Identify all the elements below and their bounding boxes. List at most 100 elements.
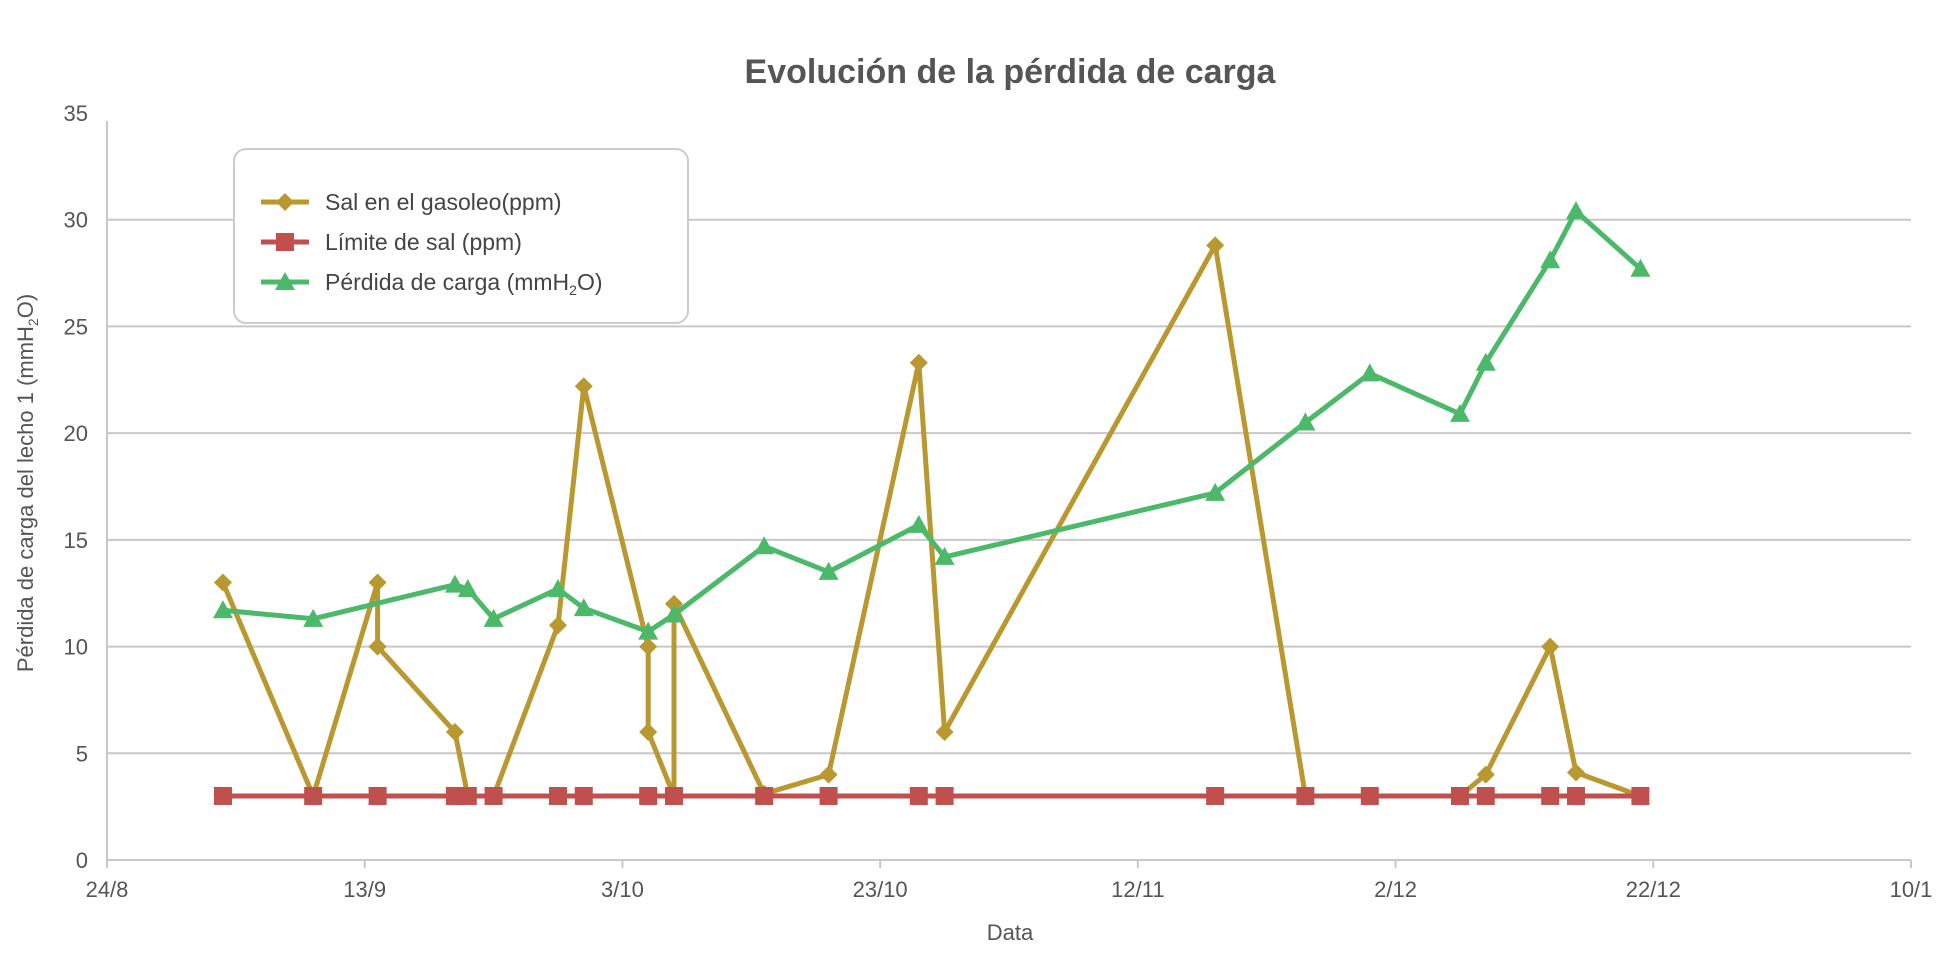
data-point — [663, 604, 684, 623]
data-point — [303, 608, 324, 627]
y-axis-label: Pérdida de carga del lecho 1 (mmH2O) — [13, 294, 41, 672]
y-tick-label: 25 — [64, 314, 88, 339]
x-tick-label: 10/1 — [1890, 877, 1933, 902]
data-point — [819, 765, 838, 784]
data-point — [304, 786, 323, 805]
data-point — [1541, 786, 1560, 805]
data-point — [574, 786, 593, 805]
data-point — [639, 637, 658, 656]
series-square — [213, 786, 1650, 805]
data-point — [444, 574, 465, 593]
chart-title: Evolución de la pérdida de carga — [745, 53, 1277, 91]
legend-swatch-marker — [275, 272, 295, 290]
x-tick-label: 13/9 — [343, 877, 386, 902]
data-point — [1206, 786, 1225, 805]
legend-box — [233, 148, 689, 324]
data-point — [549, 786, 567, 805]
data-point — [639, 786, 658, 805]
legend-label: Sal en el gasoleo(ppm) — [325, 189, 562, 215]
x-tick-label: 12/11 — [1111, 877, 1164, 902]
legend-label-main: Sal en el gasoleo(ppm) — [325, 189, 562, 215]
legend-label-end: O) — [577, 269, 603, 295]
data-point — [1206, 236, 1225, 255]
data-point — [445, 722, 464, 741]
legend-item: Pérdida de carga (mmH2O) — [261, 269, 603, 298]
data-point — [755, 786, 774, 805]
legend-label-main: Pérdida de carga (mmH — [325, 269, 569, 295]
data-point — [1565, 201, 1586, 220]
data-point — [934, 546, 955, 565]
y-axis-label-main: Pérdida de carga del lecho 1 (mmH — [13, 326, 38, 672]
data-point — [458, 786, 477, 805]
series-triangle — [212, 201, 1651, 640]
data-point — [484, 786, 503, 805]
data-point — [1476, 765, 1495, 784]
y-tick-label: 5 — [76, 741, 88, 766]
data-point — [1540, 250, 1561, 269]
data-point — [1475, 352, 1496, 371]
data-point — [1630, 258, 1651, 277]
y-axis-label-sub: 2 — [25, 318, 41, 326]
x-tick-label: 22/12 — [1626, 877, 1681, 902]
x-tick-label: 23/10 — [853, 877, 908, 902]
data-point — [548, 578, 568, 597]
data-point — [909, 786, 928, 805]
data-point — [213, 573, 232, 592]
data-point — [368, 637, 387, 656]
data-point — [1566, 763, 1585, 782]
y-tick-label: 15 — [64, 528, 88, 553]
data-point — [1450, 403, 1470, 422]
data-point — [212, 600, 233, 619]
data-point — [818, 561, 839, 580]
x-tick-label: 2/12 — [1374, 877, 1417, 902]
legend-label-main: Límite de sal (ppm) — [325, 229, 522, 255]
legend-item: Límite de sal (ppm) — [261, 229, 522, 255]
data-point — [1295, 412, 1316, 431]
data-point — [573, 598, 594, 617]
data-point — [1541, 637, 1560, 656]
x-axis-label: Data — [987, 920, 1034, 945]
data-point — [1296, 786, 1315, 805]
data-point — [664, 786, 683, 805]
data-point — [909, 353, 928, 372]
data-point — [368, 573, 387, 592]
data-point — [1359, 363, 1380, 382]
data-point — [1476, 786, 1495, 805]
data-point — [935, 786, 954, 805]
legend-label: Límite de sal (ppm) — [325, 229, 522, 255]
legend-swatch-marker — [276, 193, 294, 211]
y-tick-label: 20 — [64, 421, 88, 446]
series-line — [220, 242, 1643, 799]
data-point — [638, 621, 659, 640]
legend-item: Sal en el gasoleo(ppm) — [261, 189, 562, 215]
y-tick-label: 0 — [76, 848, 88, 873]
y-tick-label: 35 — [64, 101, 88, 126]
y-tick-label: 10 — [64, 635, 88, 660]
legend-swatch-marker — [276, 233, 294, 251]
legend-label: Pérdida de carga (mmH2O) — [325, 269, 603, 298]
data-point — [213, 786, 232, 805]
data-point — [1360, 786, 1379, 805]
data-point — [483, 608, 504, 627]
data-point — [368, 786, 387, 805]
data-point — [457, 578, 478, 597]
data-point — [1205, 482, 1226, 501]
series-group — [212, 201, 1651, 805]
data-point — [1451, 786, 1469, 805]
y-tick-label: 30 — [64, 208, 88, 233]
x-tick-label: 24/8 — [86, 877, 129, 902]
x-tick-label: 3/10 — [601, 877, 644, 902]
data-point — [574, 377, 593, 396]
y-axis-label-end: O) — [13, 294, 38, 318]
legend: Sal en el gasoleo(ppm) Límite de sal (ppm… — [233, 148, 689, 324]
data-point — [549, 616, 567, 635]
axes: 0 5 10 15 20 25 30 35 24/8 13/9 3/10 23/10 12/11 2/12… — [64, 101, 1933, 902]
data-point — [935, 722, 954, 741]
data-point — [908, 514, 929, 533]
legend-label-sub: 2 — [569, 282, 577, 298]
data-point — [754, 536, 775, 555]
data-point — [1566, 786, 1585, 805]
data-point — [1631, 786, 1650, 805]
data-point — [639, 722, 658, 741]
